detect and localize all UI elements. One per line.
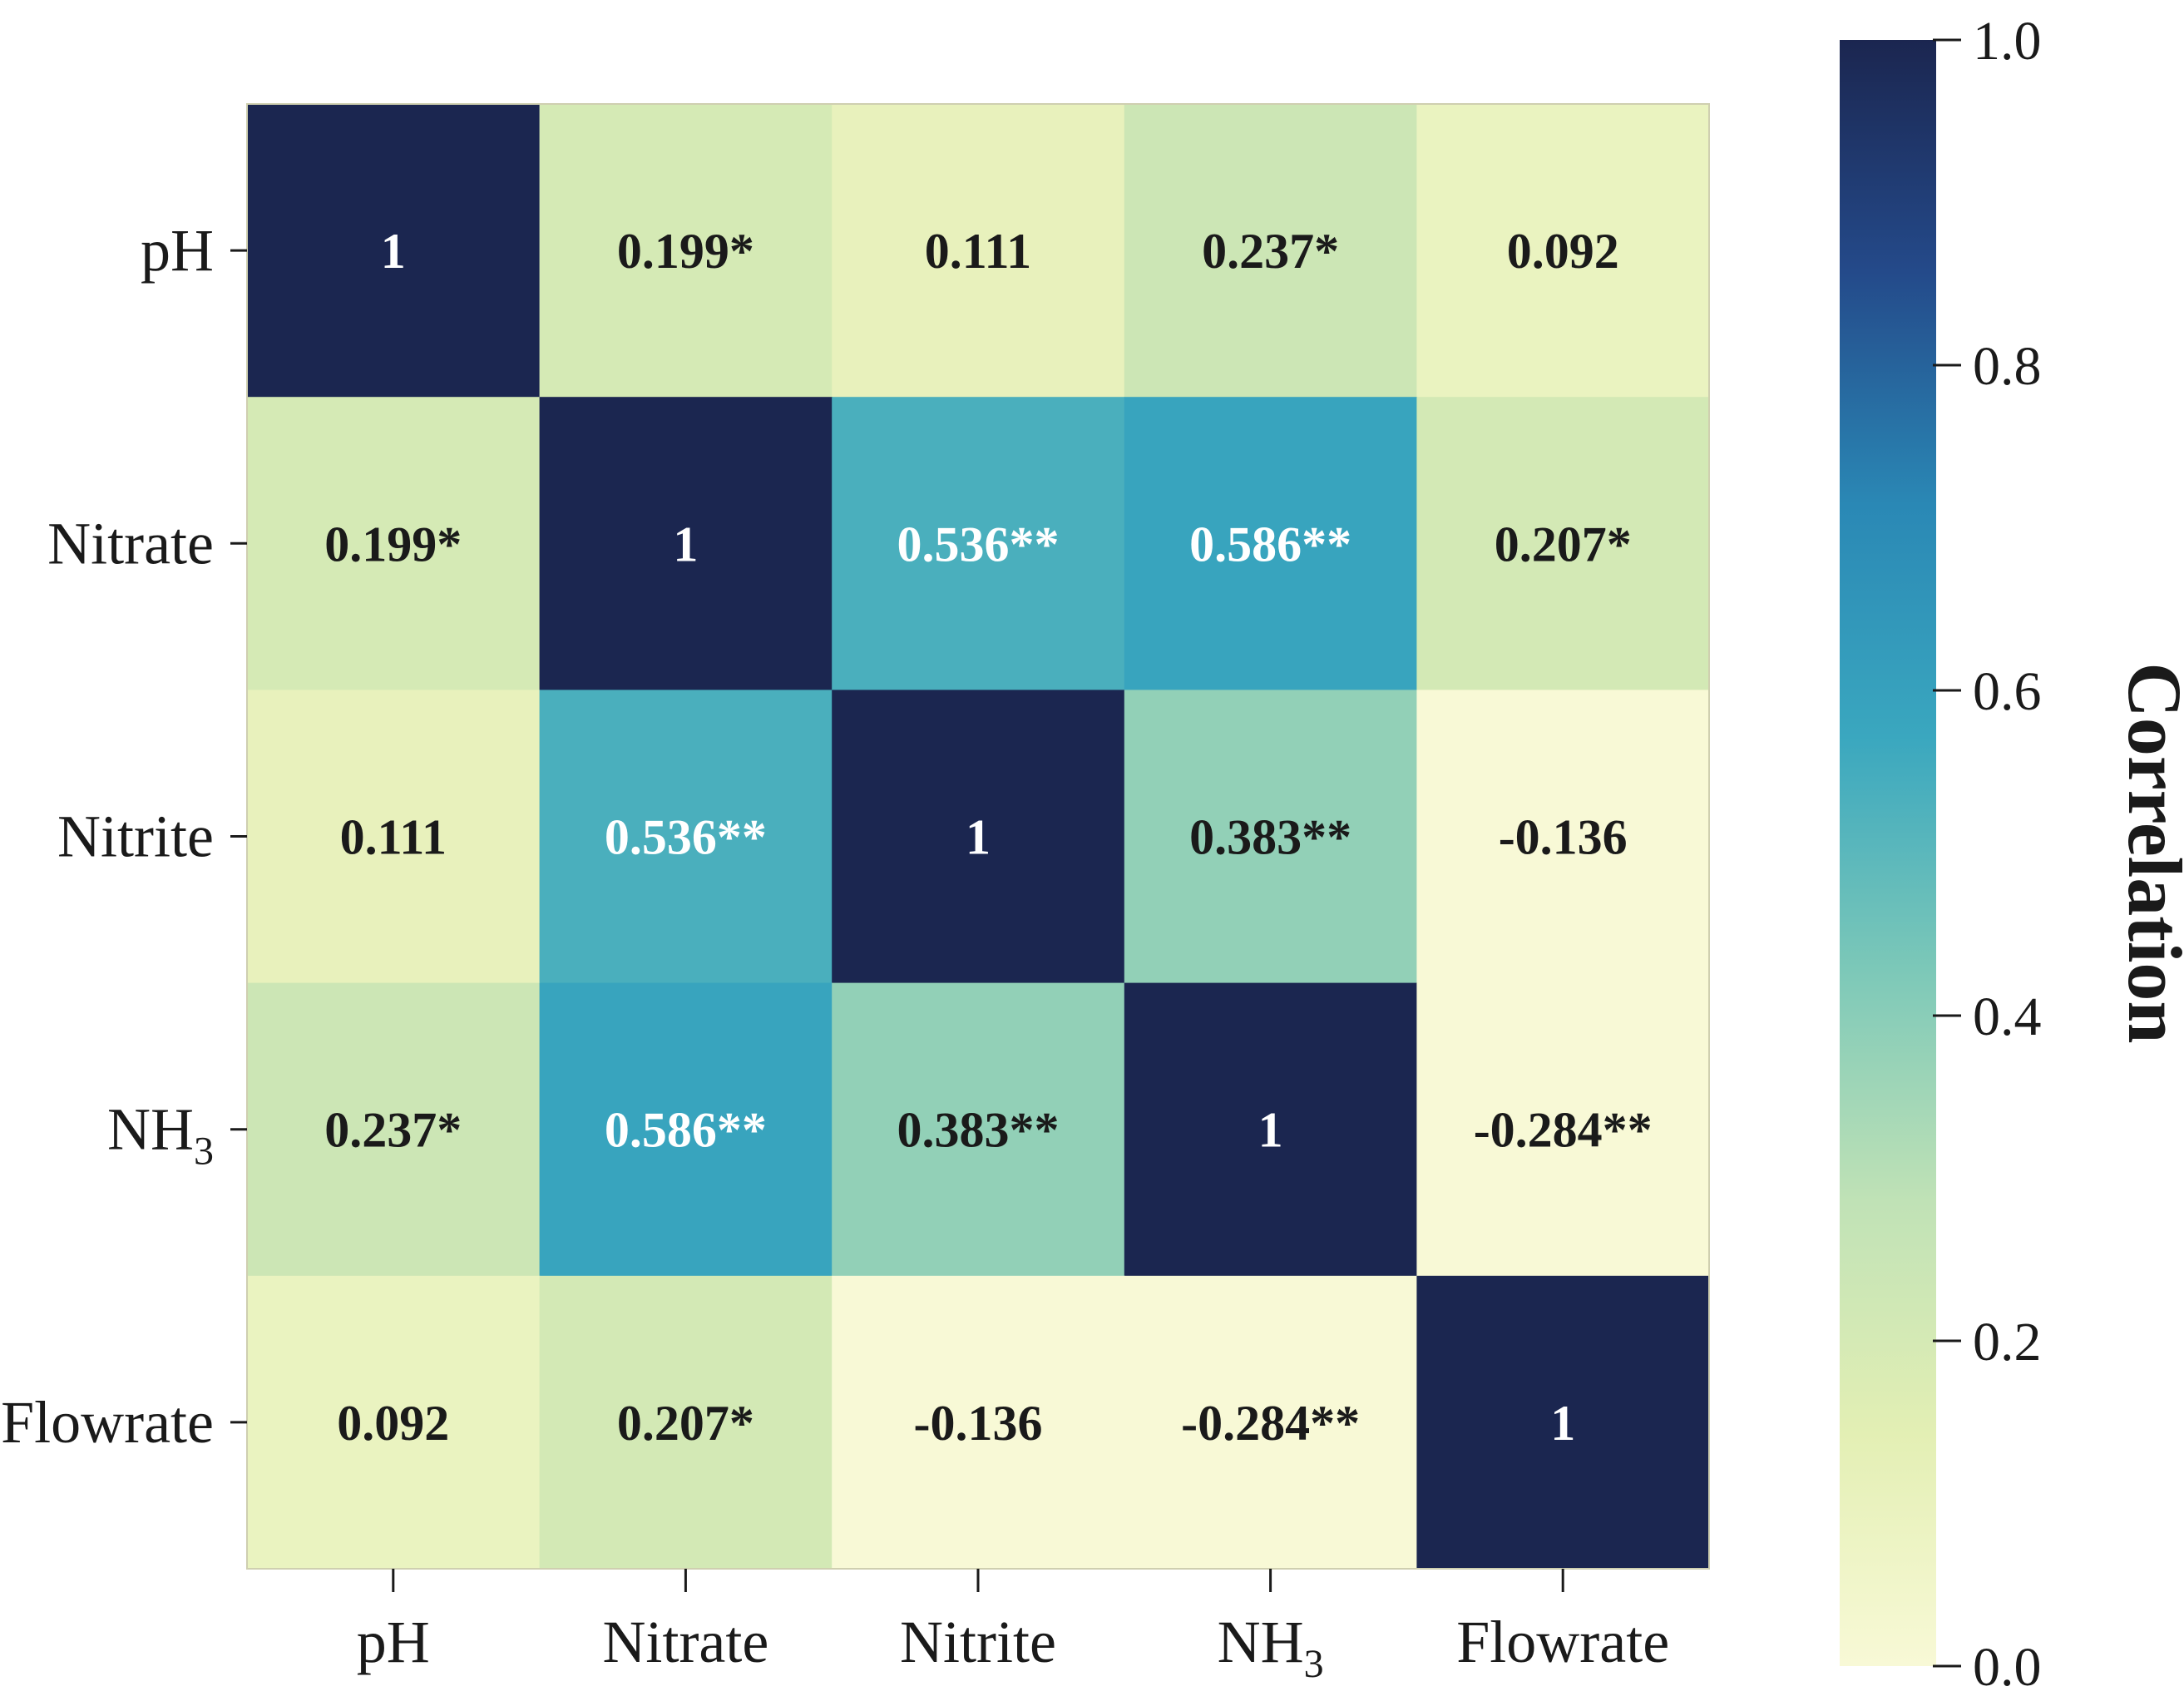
cell-value-label-r2-c3: 0.383**: [1189, 810, 1351, 865]
heatmap-cell-r4-c2: [832, 1275, 1125, 1570]
heatmap-cell-r2-c0: [247, 690, 541, 984]
x-tick-label-flowrate-text: Flowrate: [1456, 1609, 1669, 1675]
cell-value-label-r0-c4: 0.092: [1507, 224, 1619, 279]
cell-value-label-r1-c3: 0.586**: [1189, 517, 1351, 571]
heatmap-cell-labels: 1 0.199* 0.111 0.237* 0.092 0.199* 1 0.536** 0.5…: [324, 224, 1652, 1451]
cell-value-label-r1-c0: 0.199*: [324, 517, 462, 571]
heatmap-cell-r4-c0: [247, 1275, 541, 1570]
cell-value-label-r1-c4: 0.207*: [1495, 517, 1632, 571]
heatmap-cell-r3-c0: [247, 982, 541, 1277]
heatmap-cell-r1-c2: [832, 397, 1125, 691]
heatmap-cells: [247, 104, 1710, 1570]
heatmap-cell-r0-c3: [1124, 104, 1418, 398]
y-tick-label-ph-text: pH: [141, 217, 214, 284]
heatmap-cell-r2-c3: [1124, 690, 1418, 984]
heatmap-cell-r3-c4: [1416, 982, 1710, 1277]
cell-value-label-r0-c3: 0.237*: [1202, 224, 1339, 279]
y-tick-label-flowrate-text: Flowrate: [1, 1389, 214, 1456]
cell-value-label-r0-c1: 0.199*: [617, 224, 754, 279]
x-tick-label-nitrite: Nitrite: [900, 1609, 1056, 1675]
heatmap-cell-r0-c2: [832, 104, 1125, 398]
x-tick-label-nh3-text: NH: [1218, 1609, 1304, 1675]
cell-value-label-r4-c4: 1: [1550, 1396, 1575, 1451]
cell-value-label-r0-c2: 0.111: [925, 224, 1031, 279]
x-tick-label-nh3: NH3: [1218, 1609, 1324, 1686]
y-tick-label-flowrate: Flowrate: [1, 1389, 214, 1456]
cell-value-label-r4-c1: 0.207*: [617, 1396, 754, 1451]
x-tick-label-nitrite-text: Nitrite: [900, 1609, 1056, 1675]
x-tick-label-flowrate: Flowrate: [1456, 1609, 1669, 1675]
heatmap-cell-r4-c3: [1124, 1275, 1418, 1570]
heatmap-cell-r0-c1: [539, 104, 833, 398]
x-tick-label-nitrate: Nitrate: [602, 1609, 768, 1675]
colorbar-tick-label-0-2: 0.2: [1973, 1312, 2042, 1372]
x-tick-label-ph: pH: [357, 1609, 430, 1675]
colorbar-tick-label-1-0: 1.0: [1973, 11, 2042, 72]
cell-value-label-r3-c1: 0.586**: [605, 1103, 767, 1158]
x-tick-label-ph-text: pH: [357, 1609, 430, 1675]
heatmap-cell-r0-c4: [1416, 104, 1710, 398]
y-tick-label-nitrate: Nitrate: [47, 510, 214, 576]
heatmap-cell-r2-c2: [832, 690, 1125, 984]
y-tick-label-nh3-subscript: 3: [194, 1130, 214, 1174]
y-tick-label-nitrite: Nitrite: [57, 804, 214, 870]
y-tick-label-ph: pH: [141, 217, 214, 284]
cell-value-label-r4-c2: -0.136: [914, 1396, 1043, 1451]
cell-value-label-r2-c0: 0.111: [340, 810, 447, 865]
y-tick-label-nh3: NH3: [107, 1096, 214, 1174]
x-tick-label-nitrate-text: Nitrate: [602, 1609, 768, 1675]
heatmap-cell-r3-c3: [1124, 982, 1418, 1277]
heatmap-cell-r3-c1: [539, 982, 833, 1277]
heatmap-cell-r1-c0: [247, 397, 541, 691]
colorbar-tick-label-0-8: 0.8: [1973, 336, 2042, 397]
y-tick-label-nitrate-text: Nitrate: [47, 510, 214, 576]
colorbar-tick-label-0-0: 0.0: [1973, 1637, 2042, 1698]
cell-value-label-r3-c4: -0.284**: [1474, 1103, 1653, 1158]
cell-value-label-r1-c2: 0.536**: [897, 517, 1060, 571]
heatmap-cell-r1-c4: [1416, 397, 1710, 691]
colorbar-gradient-bar: [1840, 40, 1936, 1666]
cell-value-label-r4-c0: 0.092: [337, 1396, 449, 1451]
y-tick-label-nitrite-text: Nitrite: [57, 804, 214, 870]
cell-value-label-r1-c1: 1: [673, 517, 698, 571]
heatmap-cell-r1-c3: [1124, 397, 1418, 691]
heatmap-cell-r2-c4: [1416, 690, 1710, 984]
colorbar-title: Correlation: [2112, 662, 2184, 1043]
cell-value-label-r3-c3: 1: [1258, 1103, 1283, 1158]
x-tick-label-nh3-subscript: 3: [1304, 1642, 1324, 1686]
cell-value-label-r2-c2: 1: [966, 810, 991, 865]
heatmap-cell-r1-c1: [539, 397, 833, 691]
cell-value-label-r3-c0: 0.237*: [324, 1103, 462, 1158]
heatmap-cell-r4-c4: [1416, 1275, 1710, 1570]
cell-value-label-r2-c4: -0.136: [1499, 810, 1628, 865]
cell-value-label-r0-c0: 1: [381, 224, 406, 279]
cell-value-label-r3-c2: 0.383**: [897, 1103, 1060, 1158]
colorbar-tick-label-0-6: 0.6: [1973, 661, 2042, 722]
heatmap-cell-r2-c1: [539, 690, 833, 984]
colorbar-tick-label-0-4: 0.4: [1973, 987, 2042, 1047]
y-tick-label-nh3-text: NH: [107, 1096, 194, 1163]
heatmap-cell-r4-c1: [539, 1275, 833, 1570]
cell-value-label-r4-c3: -0.284**: [1181, 1396, 1360, 1451]
colorbar: 0.0 0.2 0.4 0.6 0.8 1.0 Correlation: [1840, 11, 2184, 1698]
heatmap-cell-r3-c2: [832, 982, 1125, 1277]
cell-value-label-r2-c1: 0.536**: [605, 810, 767, 865]
heatmap-cell-r0-c0: [247, 104, 541, 398]
